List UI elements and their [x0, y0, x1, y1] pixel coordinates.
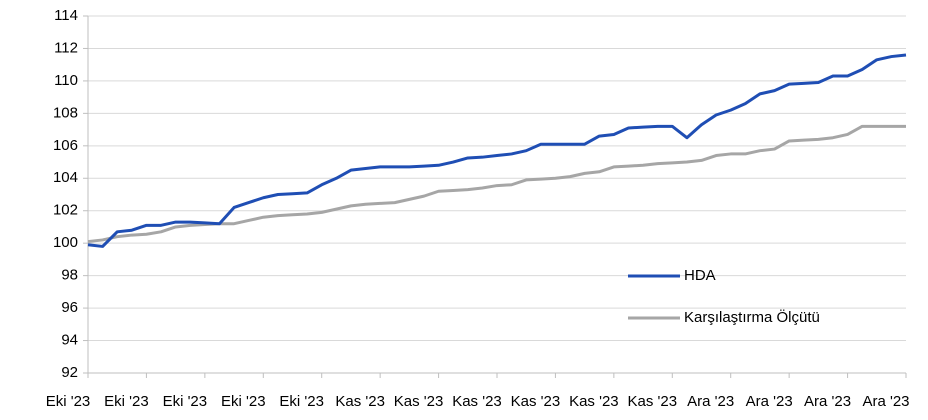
x-tick-label: Kas '23 — [335, 393, 385, 410]
y-tick-label: 98 — [61, 267, 78, 284]
x-tick-label: Eki '23 — [104, 393, 149, 410]
y-tick-label: 106 — [53, 137, 78, 154]
x-tick-label: Ara '23 — [687, 393, 734, 410]
x-tick-label: Eki '23 — [46, 393, 91, 410]
x-tick-label: Ara '23 — [746, 393, 793, 410]
x-tick-label: Ara '23 — [804, 393, 851, 410]
y-tick-label: 94 — [61, 332, 78, 349]
x-tick-label: Kas '23 — [627, 393, 677, 410]
series-line — [87, 53, 907, 248]
y-tick-label: 112 — [54, 39, 78, 56]
y-tick-label: 110 — [54, 72, 78, 89]
x-tick-label: Kas '23 — [452, 393, 502, 410]
x-tick-label: Kas '23 — [394, 393, 444, 410]
y-tick-label: 104 — [53, 169, 78, 186]
series-line — [87, 124, 906, 244]
x-tick-label: Ara '23 — [862, 393, 909, 410]
y-tick-label: 96 — [61, 299, 78, 316]
y-tick-label: 114 — [54, 7, 78, 24]
x-tick-label: Eki '23 — [279, 393, 324, 410]
y-tick-label: 108 — [53, 104, 78, 121]
y-tick-label: 92 — [61, 364, 78, 381]
y-tick-label: 100 — [53, 234, 78, 251]
legend-label: HDA — [684, 267, 716, 284]
x-tick-label: Kas '23 — [569, 393, 619, 410]
x-tick-label: Eki '23 — [163, 393, 208, 410]
x-tick-label: Kas '23 — [511, 393, 561, 410]
x-tick-label: Eki '23 — [221, 393, 266, 410]
y-tick-label: 102 — [53, 202, 78, 219]
legend-label: Karşılaştırma Ölçütü — [684, 308, 820, 326]
